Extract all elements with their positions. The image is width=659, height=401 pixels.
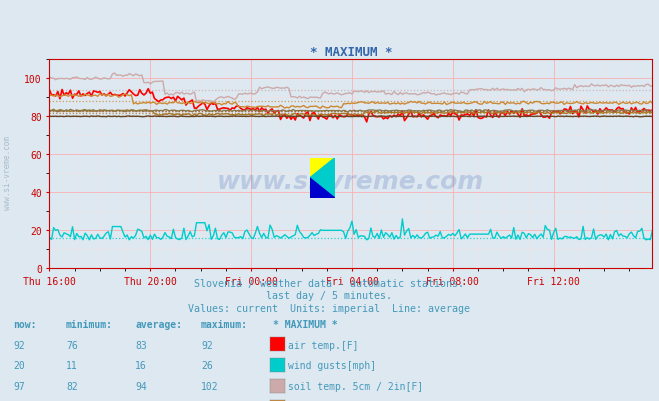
Text: 82: 82 — [66, 381, 78, 391]
Text: now:: now: — [13, 319, 37, 329]
Text: minimum:: minimum: — [66, 319, 113, 329]
Text: 92: 92 — [201, 340, 213, 350]
Text: www.si-vreme.com: www.si-vreme.com — [217, 169, 484, 193]
Text: air temp.[F]: air temp.[F] — [288, 340, 358, 350]
Polygon shape — [310, 178, 335, 198]
Polygon shape — [310, 158, 335, 198]
Text: 16: 16 — [135, 360, 147, 371]
Text: soil temp. 5cm / 2in[F]: soil temp. 5cm / 2in[F] — [288, 381, 423, 391]
Text: average:: average: — [135, 319, 182, 329]
Polygon shape — [310, 158, 335, 178]
Text: wind gusts[mph]: wind gusts[mph] — [288, 360, 376, 371]
Text: www.si-vreme.com: www.si-vreme.com — [3, 136, 13, 209]
Text: 83: 83 — [135, 340, 147, 350]
Text: 20: 20 — [13, 360, 25, 371]
Text: 26: 26 — [201, 360, 213, 371]
Text: 11: 11 — [66, 360, 78, 371]
Text: 76: 76 — [66, 340, 78, 350]
Text: 97: 97 — [13, 381, 25, 391]
Text: * MAXIMUM *: * MAXIMUM * — [273, 319, 338, 329]
Text: Values: current  Units: imperial  Line: average: Values: current Units: imperial Line: av… — [188, 303, 471, 313]
Text: 102: 102 — [201, 381, 219, 391]
Text: maximum:: maximum: — [201, 319, 248, 329]
Text: 94: 94 — [135, 381, 147, 391]
Title: * MAXIMUM *: * MAXIMUM * — [310, 46, 392, 59]
Text: 92: 92 — [13, 340, 25, 350]
Text: last day / 5 minutes.: last day / 5 minutes. — [266, 291, 393, 301]
Text: Slovenia / weather data - automatic stations.: Slovenia / weather data - automatic stat… — [194, 279, 465, 289]
